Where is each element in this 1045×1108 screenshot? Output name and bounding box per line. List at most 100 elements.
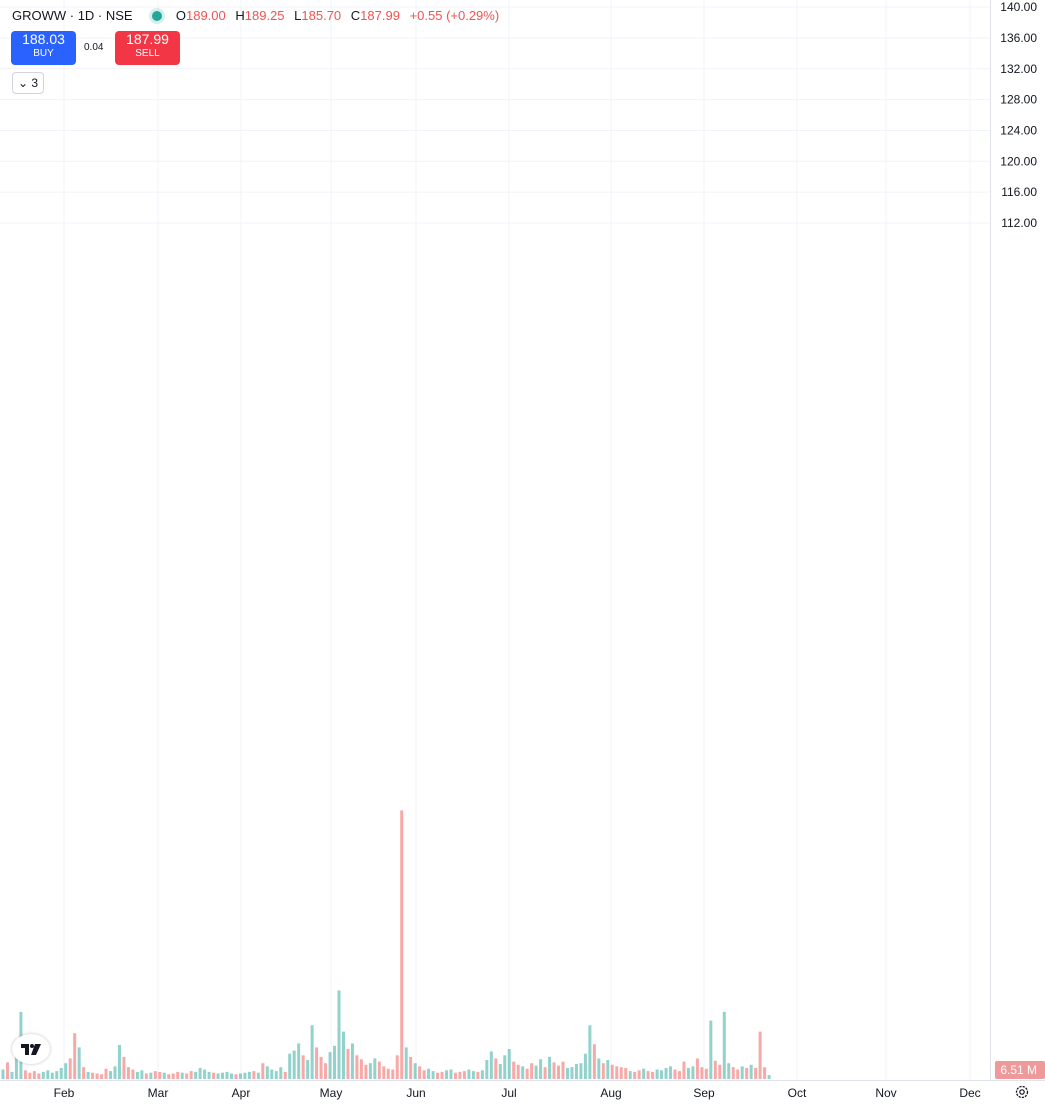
volume-bar bbox=[579, 1063, 583, 1079]
time-tick-label: Jul bbox=[501, 1086, 516, 1100]
volume-bar bbox=[695, 1058, 699, 1079]
gear-icon[interactable] bbox=[1014, 1084, 1030, 1100]
volume-bar bbox=[203, 1069, 207, 1079]
volume-bar bbox=[324, 1063, 328, 1079]
change-value: +0.55 (+0.29%) bbox=[409, 8, 500, 23]
volume-bar bbox=[418, 1066, 422, 1079]
time-tick-label: Nov bbox=[875, 1086, 896, 1100]
time-tick-label: Jun bbox=[406, 1086, 425, 1100]
volume-bar bbox=[180, 1072, 184, 1079]
volume-bar bbox=[440, 1071, 444, 1079]
volume-bar bbox=[252, 1071, 256, 1079]
symbol-label[interactable]: GROWW · 1D · NSE bbox=[12, 8, 133, 23]
volume-bar bbox=[700, 1067, 704, 1079]
volume-bar bbox=[427, 1068, 431, 1079]
time-axis[interactable]: Feb Mar Apr May Jun Jul Aug Sep Oct Nov Dec bbox=[0, 1080, 1045, 1101]
volume-bar bbox=[382, 1066, 386, 1079]
volume-bar bbox=[436, 1072, 440, 1079]
volume-bar bbox=[565, 1067, 569, 1079]
volume-bar bbox=[391, 1069, 395, 1079]
volume-bar bbox=[731, 1067, 735, 1079]
volume-bar bbox=[359, 1059, 363, 1079]
volume-bar bbox=[243, 1072, 247, 1079]
volume-bar bbox=[431, 1071, 435, 1079]
volume-bar bbox=[740, 1066, 744, 1079]
low-key: L bbox=[294, 8, 302, 23]
volume-bar bbox=[592, 1044, 596, 1079]
volume-bar bbox=[113, 1066, 117, 1079]
volume-bar bbox=[503, 1055, 507, 1079]
volume-bar bbox=[306, 1060, 310, 1079]
volume-bar bbox=[521, 1066, 525, 1079]
volume-bar bbox=[449, 1069, 453, 1079]
volume-bar bbox=[135, 1071, 139, 1079]
volume-bar bbox=[588, 1025, 592, 1079]
tradingview-logo-icon[interactable] bbox=[12, 1034, 50, 1064]
indicators-toggle-button[interactable]: ⌄ 3 bbox=[12, 72, 44, 94]
volume-bar bbox=[606, 1060, 610, 1079]
volume-bar bbox=[628, 1071, 632, 1079]
volume-bar bbox=[55, 1071, 59, 1079]
volume-bar bbox=[642, 1068, 646, 1079]
buy-button[interactable]: 188.03 BUY bbox=[11, 31, 76, 65]
volume-bar bbox=[552, 1062, 556, 1079]
buy-label: BUY bbox=[33, 48, 54, 59]
volume-bar bbox=[404, 1047, 408, 1079]
volume-bar bbox=[664, 1067, 668, 1079]
volume-bar bbox=[597, 1058, 601, 1079]
grid-lines bbox=[0, 0, 990, 1080]
buy-price: 188.03 bbox=[22, 31, 65, 47]
volume-bar bbox=[341, 1031, 345, 1079]
volume-bar bbox=[167, 1074, 171, 1079]
spread-value: 0.04 bbox=[84, 42, 104, 53]
tradingview-logo-glyph bbox=[21, 1044, 41, 1055]
volume-bar bbox=[704, 1068, 708, 1079]
volume-bar bbox=[583, 1053, 587, 1079]
volume-bar bbox=[176, 1071, 180, 1079]
volume-bar bbox=[633, 1071, 637, 1079]
volume-bar bbox=[480, 1070, 484, 1079]
volume-bar bbox=[373, 1058, 377, 1079]
market-status-icon bbox=[152, 11, 163, 21]
volume-bar bbox=[462, 1071, 466, 1079]
time-tick-label: Apr bbox=[232, 1086, 251, 1100]
sell-label: SELL bbox=[135, 48, 160, 59]
volume-bar bbox=[557, 1065, 561, 1079]
volume-bar bbox=[758, 1031, 762, 1079]
volume-bar bbox=[682, 1061, 686, 1079]
volume-bar bbox=[637, 1070, 641, 1079]
volume-bar bbox=[77, 1047, 81, 1079]
high-key: H bbox=[235, 8, 245, 23]
volume-bar bbox=[624, 1067, 628, 1079]
price-axis[interactable]: 244.00240.00236.00232.00228.00224.00220.… bbox=[990, 0, 1045, 1108]
volume-bar bbox=[64, 1063, 68, 1079]
volume-bar bbox=[543, 1067, 547, 1079]
volume-bar bbox=[691, 1066, 695, 1079]
volume-bar bbox=[158, 1071, 162, 1079]
volume-bar bbox=[673, 1069, 677, 1079]
volume-bar bbox=[234, 1074, 238, 1079]
volume-bar bbox=[37, 1073, 41, 1079]
volume-bar bbox=[23, 1070, 27, 1079]
open-key: O bbox=[175, 8, 186, 23]
time-tick-label: Sep bbox=[693, 1086, 715, 1100]
sell-price: 187.99 bbox=[126, 31, 169, 47]
volume-bar bbox=[315, 1047, 319, 1079]
volume-bar bbox=[512, 1061, 516, 1079]
volume-bar bbox=[185, 1073, 189, 1079]
volume-bar bbox=[126, 1067, 130, 1079]
volume-bar bbox=[453, 1072, 457, 1079]
volume-bar bbox=[686, 1067, 690, 1079]
volume-bar bbox=[346, 1048, 350, 1079]
price-tick-label: 128.00 bbox=[1000, 93, 1037, 107]
volume-bar bbox=[144, 1073, 148, 1079]
volume-bar bbox=[91, 1072, 95, 1079]
sell-button[interactable]: 187.99 SELL bbox=[115, 31, 180, 65]
volume-bar bbox=[328, 1052, 332, 1079]
volume-bar bbox=[28, 1072, 32, 1079]
indicator-count: 3 bbox=[31, 76, 39, 90]
volume-bar bbox=[319, 1056, 323, 1079]
price-tick-label: 140.00 bbox=[1000, 0, 1037, 14]
volume-bar bbox=[610, 1064, 614, 1079]
